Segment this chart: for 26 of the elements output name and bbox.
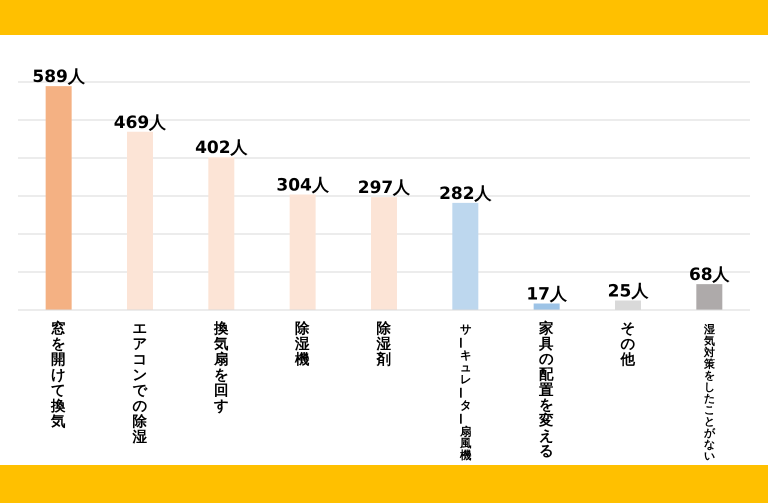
bar bbox=[696, 284, 722, 310]
bar bbox=[46, 86, 72, 310]
bar bbox=[290, 194, 316, 310]
data-label: 469人 bbox=[114, 112, 168, 133]
x-tick-label: 窓を開けて換気 bbox=[50, 319, 68, 430]
category-label: 家具の配置を変える bbox=[539, 321, 554, 460]
category-label: サーキュレーター扇風機 bbox=[454, 323, 471, 462]
data-label: 68人 bbox=[688, 265, 731, 286]
x-tick-label: 換気扇を回す bbox=[212, 320, 230, 414]
x-tick-label: 除湿剤 bbox=[376, 320, 392, 368]
data-label: 25人 bbox=[608, 282, 650, 302]
bar bbox=[452, 202, 478, 310]
bar bbox=[208, 157, 234, 310]
data-label: 402人 bbox=[195, 138, 249, 158]
x-tick-label: エアコンでの除湿 bbox=[132, 321, 148, 446]
data-label: 589人 bbox=[32, 67, 86, 88]
data-label: 297人 bbox=[358, 178, 412, 198]
bar bbox=[370, 197, 397, 310]
x-tick-label: その他 bbox=[620, 321, 636, 368]
category-label: 湿気対策をしたことがない bbox=[704, 323, 715, 462]
data-label: 17人 bbox=[526, 284, 568, 305]
x-tick-label: 除湿機 bbox=[294, 320, 312, 368]
data-label: 282人 bbox=[439, 184, 493, 204]
bar bbox=[534, 304, 560, 310]
bar bbox=[126, 132, 153, 310]
data-label: 304人 bbox=[276, 175, 330, 196]
